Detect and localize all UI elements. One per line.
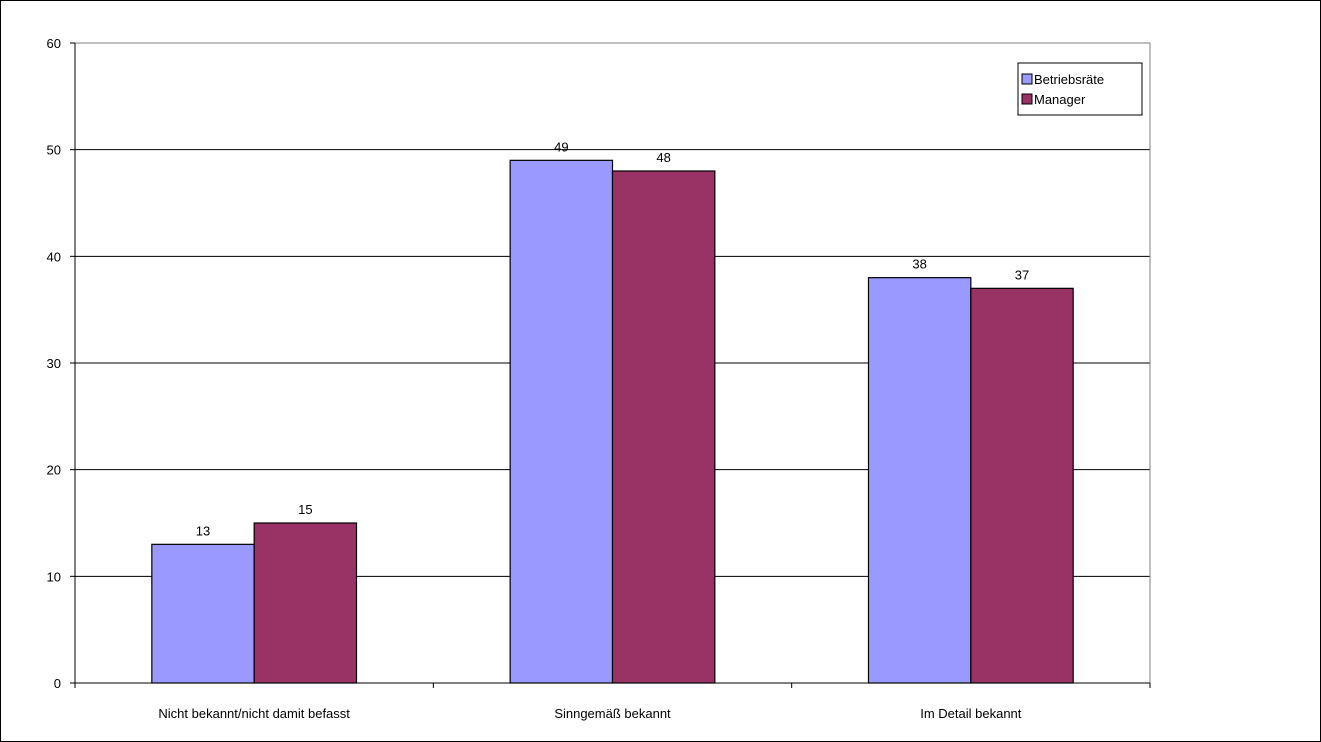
legend-label: Betriebsräte <box>1034 72 1104 87</box>
y-tick-label: 20 <box>47 463 61 478</box>
legend-swatch <box>1021 73 1033 85</box>
legend: Betriebsräte Manager <box>1017 62 1143 116</box>
legend-box <box>1017 62 1143 116</box>
x-tick-label: Nicht bekannt/nicht damit befasst <box>158 706 350 721</box>
y-tick-label: 10 <box>47 569 61 584</box>
y-tick-label: 50 <box>47 143 61 158</box>
bar <box>151 543 255 684</box>
bars <box>151 159 1074 684</box>
data-label: 13 <box>196 523 210 538</box>
data-labels: 13 15 49 48 38 37 <box>196 139 1029 538</box>
data-label: 15 <box>298 502 312 517</box>
bar <box>611 170 716 684</box>
bar <box>970 287 1074 684</box>
data-label: 38 <box>912 257 926 272</box>
x-tick-label: Sinngemäß bekannt <box>554 706 671 721</box>
x-tick-label: Im Detail bekannt <box>920 706 1022 721</box>
y-tick-label: 60 <box>47 36 61 51</box>
bar <box>509 159 614 684</box>
axes: 0 10 20 30 40 50 60 Nicht bekannt/nicht damit b… <box>47 36 1151 721</box>
y-tick-label: 0 <box>54 676 61 691</box>
legend-label: Manager <box>1034 92 1086 107</box>
bar <box>867 277 972 684</box>
data-label: 48 <box>656 150 670 165</box>
bar <box>253 522 358 684</box>
y-tick-label: 40 <box>47 249 61 264</box>
legend-swatch <box>1021 93 1033 105</box>
data-label: 37 <box>1015 267 1029 282</box>
data-label: 49 <box>554 139 568 154</box>
y-tick-label: 30 <box>47 356 61 371</box>
